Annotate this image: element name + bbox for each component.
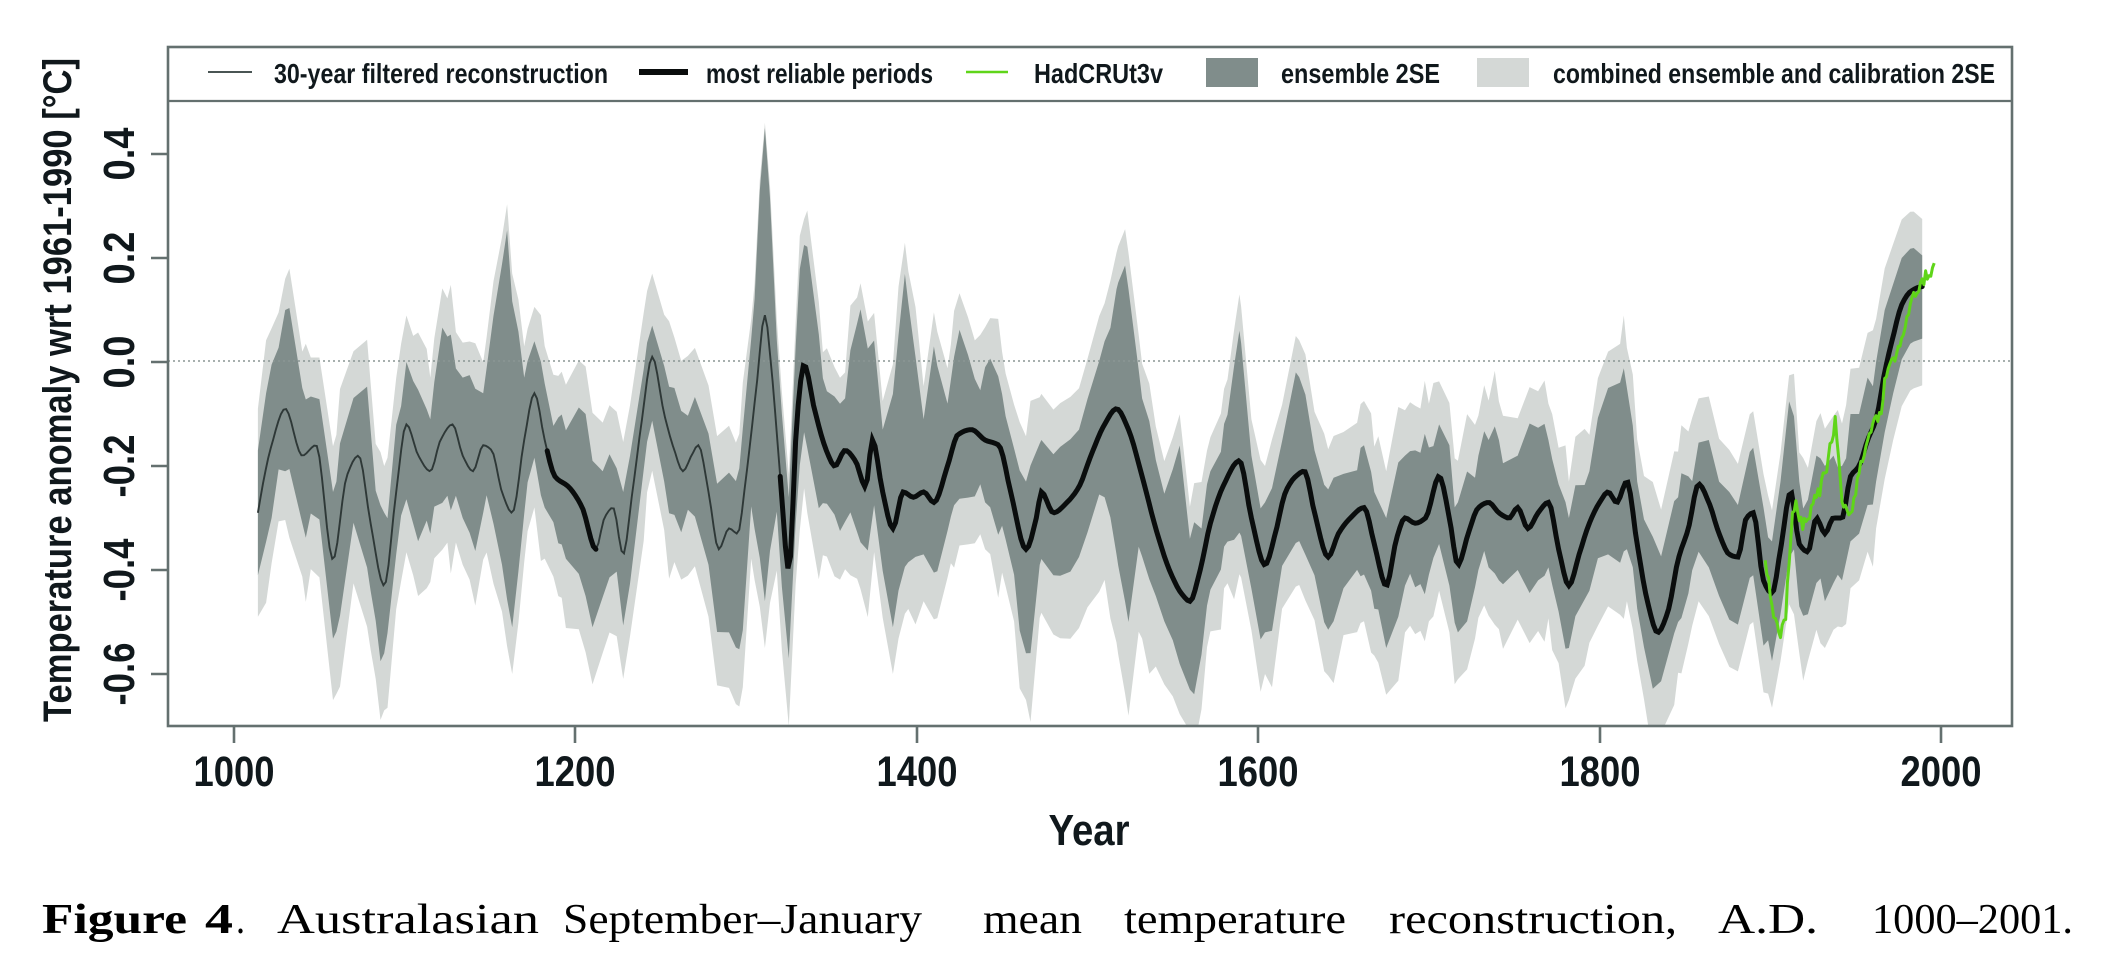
svg-text:-0.4: -0.4	[95, 538, 144, 601]
svg-text:ensemble 2SE: ensemble 2SE	[1281, 58, 1440, 89]
svg-text:Year: Year	[1049, 806, 1130, 855]
svg-text:1600: 1600	[1218, 748, 1299, 796]
svg-text:Temperature anomaly wrt 1961-1: Temperature anomaly wrt 1961-1990 [°C]	[36, 58, 80, 722]
svg-text:most reliable periods: most reliable periods	[706, 58, 933, 89]
svg-text:0.2: 0.2	[95, 232, 144, 285]
svg-text:Figure: Figure	[42, 897, 187, 943]
svg-text:reconstruction,: reconstruction,	[1389, 897, 1677, 943]
svg-text:1200: 1200	[535, 748, 616, 796]
svg-text:combined ensemble and calibrat: combined ensemble and calibration 2SE	[1553, 58, 1995, 89]
svg-text:1800: 1800	[1560, 748, 1641, 796]
svg-text:mean: mean	[983, 897, 1082, 943]
svg-text:September–January: September–January	[563, 897, 922, 943]
svg-text:HadCRUt3v: HadCRUt3v	[1034, 58, 1163, 89]
svg-text:30-year filtered reconstructio: 30-year filtered reconstruction	[274, 58, 608, 89]
svg-text:-0.6: -0.6	[95, 643, 144, 706]
svg-text:1400: 1400	[877, 748, 958, 796]
svg-text:temperature: temperature	[1124, 897, 1346, 943]
svg-text:4: 4	[205, 897, 233, 943]
svg-text:A.D.: A.D.	[1718, 897, 1818, 943]
svg-text:2000: 2000	[1901, 748, 1982, 796]
svg-text:0.4: 0.4	[95, 127, 144, 180]
svg-text:0.0: 0.0	[95, 336, 144, 389]
svg-text:1000–2001.: 1000–2001.	[1872, 897, 2073, 943]
svg-text:-0.2: -0.2	[95, 435, 144, 498]
svg-text:Australasian: Australasian	[277, 897, 539, 943]
svg-text:.: .	[236, 897, 245, 943]
svg-text:1000: 1000	[194, 748, 275, 796]
